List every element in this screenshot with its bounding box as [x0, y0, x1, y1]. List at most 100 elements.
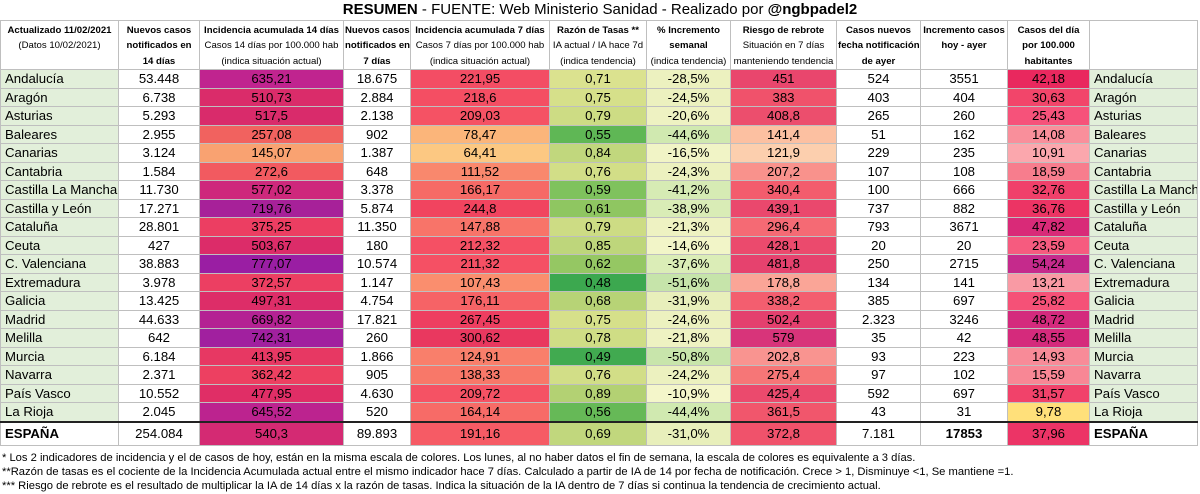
increase-today: 108	[920, 161, 1008, 181]
region-name: Castilla La Mancha	[0, 180, 119, 200]
cases-7d: 1.387	[343, 143, 411, 163]
new-cases-yesterday: 97	[836, 365, 921, 385]
region-name: Baleares	[0, 124, 119, 144]
increase-today: 17853	[920, 420, 1008, 446]
rebound-risk: 275,4	[730, 365, 837, 385]
table-row: La Rioja 2.045 645,52 520 164,14 0,56 -44,4% 36…	[0, 402, 1198, 422]
weekly-increase: -24,6%	[646, 309, 731, 329]
rate-ratio: 0,59	[549, 180, 647, 200]
ia-7d: 78,47	[410, 124, 550, 144]
header-increase-today: Incremento casos hoy - ayer	[920, 20, 1008, 70]
ia-14d: 635,21	[199, 69, 344, 89]
ia-7d: 244,8	[410, 198, 550, 218]
table-row: Cataluña 28.801 375,25 11.350 147,88 0,79 -21,…	[0, 217, 1198, 237]
ia-7d: 212,32	[410, 235, 550, 255]
header-rebound-risk: Riesgo de rebrote Situación en 7 días mant…	[730, 20, 837, 70]
rebound-risk: 481,8	[730, 254, 837, 274]
header-meta: Actualizado 11/02/2021 (Datos 10/02/2021)	[0, 20, 119, 70]
table-row: Galicia 13.425 497,31 4.754 176,11 0,68 -31,9%…	[0, 291, 1198, 311]
rate-ratio: 0,75	[549, 309, 647, 329]
ia-14d: 362,42	[199, 365, 344, 385]
cases-14d: 1.584	[118, 161, 200, 181]
cases-7d: 2.884	[343, 87, 411, 107]
ia-14d: 517,5	[199, 106, 344, 126]
region-name-right: Baleares	[1089, 124, 1198, 144]
table-row: C. Valenciana 38.883 777,07 10.574 211,32 0,6…	[0, 254, 1198, 274]
rate-ratio: 0,76	[549, 365, 647, 385]
ia-14d: 742,31	[199, 328, 344, 348]
ia-14d: 497,31	[199, 291, 344, 311]
cases-7d: 17.821	[343, 309, 411, 329]
region-name: Murcia	[0, 346, 119, 366]
cases-14d: 5.293	[118, 106, 200, 126]
cases-per-100k: 25,43	[1007, 106, 1090, 126]
region-name: Extremadura	[0, 272, 119, 292]
rate-ratio: 0,69	[549, 420, 647, 446]
header-new-cases-yesterday: Casos nuevos fecha notificación de ayer	[836, 20, 921, 70]
region-name-right: Extremadura	[1089, 272, 1198, 292]
table-row: Aragón 6.738 510,73 2.884 218,6 0,75 -24,5% 383…	[0, 87, 1198, 107]
weekly-increase: -21,8%	[646, 328, 731, 348]
ia-7d: 64,41	[410, 143, 550, 163]
cases-14d: 427	[118, 235, 200, 255]
cases-7d: 520	[343, 402, 411, 422]
table-row: Andalucía 53.448 635,21 18.675 221,95 0,71 -28…	[0, 69, 1198, 89]
rate-ratio: 0,62	[549, 254, 647, 274]
increase-today: 235	[920, 143, 1008, 163]
region-name-right: Galicia	[1089, 291, 1198, 311]
new-cases-yesterday: 134	[836, 272, 921, 292]
rate-ratio: 0,48	[549, 272, 647, 292]
region-name: Madrid	[0, 309, 119, 329]
region-name: Navarra	[0, 365, 119, 385]
ia-7d: 164,14	[410, 402, 550, 422]
cases-14d: 2.955	[118, 124, 200, 144]
cases-per-100k: 42,18	[1007, 69, 1090, 89]
table-row: Ceuta 427 503,67 180 212,32 0,85 -14,6% 428,1 20…	[0, 235, 1198, 255]
region-name-right: La Rioja	[1089, 402, 1198, 422]
rebound-risk: 579	[730, 328, 837, 348]
cases-14d: 2.045	[118, 402, 200, 422]
cases-per-100k: 13,21	[1007, 272, 1090, 292]
new-cases-yesterday: 7.181	[836, 420, 921, 446]
cases-14d: 11.730	[118, 180, 200, 200]
region-name-right: Andalucía	[1089, 69, 1198, 89]
increase-today: 3246	[920, 309, 1008, 329]
rebound-risk: 361,5	[730, 402, 837, 422]
rate-ratio: 0,68	[549, 291, 647, 311]
rate-ratio: 0,61	[549, 198, 647, 218]
increase-today: 882	[920, 198, 1008, 218]
region-name: Cataluña	[0, 217, 119, 237]
increase-today: 31	[920, 402, 1008, 422]
weekly-increase: -50,8%	[646, 346, 731, 366]
rate-ratio: 0,79	[549, 106, 647, 126]
increase-today: 42	[920, 328, 1008, 348]
increase-today: 102	[920, 365, 1008, 385]
new-cases-yesterday: 229	[836, 143, 921, 163]
new-cases-yesterday: 250	[836, 254, 921, 274]
weekly-increase: -44,6%	[646, 124, 731, 144]
new-cases-yesterday: 2.323	[836, 309, 921, 329]
report-title: RESUMEN - FUENTE: Web Ministerio Sanidad…	[0, 0, 1200, 20]
cases-7d: 648	[343, 161, 411, 181]
new-cases-yesterday: 265	[836, 106, 921, 126]
title-prefix: RESUMEN	[342, 1, 418, 18]
table-row: Baleares 2.955 257,08 902 78,47 0,55 -44,6% 141…	[0, 124, 1198, 144]
region-name: La Rioja	[0, 402, 119, 422]
table-row: Extremadura 3.978 372,57 1.147 107,43 0,48 -51…	[0, 272, 1198, 292]
header-cases-14d: Nuevos casos notificados en 14 días	[118, 20, 200, 70]
increase-today: 666	[920, 180, 1008, 200]
cases-per-100k: 48,72	[1007, 309, 1090, 329]
table-row: Melilla 642 742,31 260 300,62 0,78 -21,8% 579 35…	[0, 328, 1198, 348]
ia-14d: 510,73	[199, 87, 344, 107]
table-body: Andalucía 53.448 635,21 18.675 221,95 0,71 -28…	[0, 69, 1198, 446]
title-author: @ngbpadel2	[767, 1, 858, 18]
weekly-increase: -31,0%	[646, 420, 731, 446]
region-name: Asturias	[0, 106, 119, 126]
region-name-right: Aragón	[1089, 87, 1198, 107]
cases-14d: 3.124	[118, 143, 200, 163]
cases-7d: 905	[343, 365, 411, 385]
footnotes: * Los 2 indicadores de incidencia y el d…	[2, 451, 1198, 493]
rate-ratio: 0,76	[549, 161, 647, 181]
rebound-risk: 439,1	[730, 198, 837, 218]
ia-14d: 413,95	[199, 346, 344, 366]
